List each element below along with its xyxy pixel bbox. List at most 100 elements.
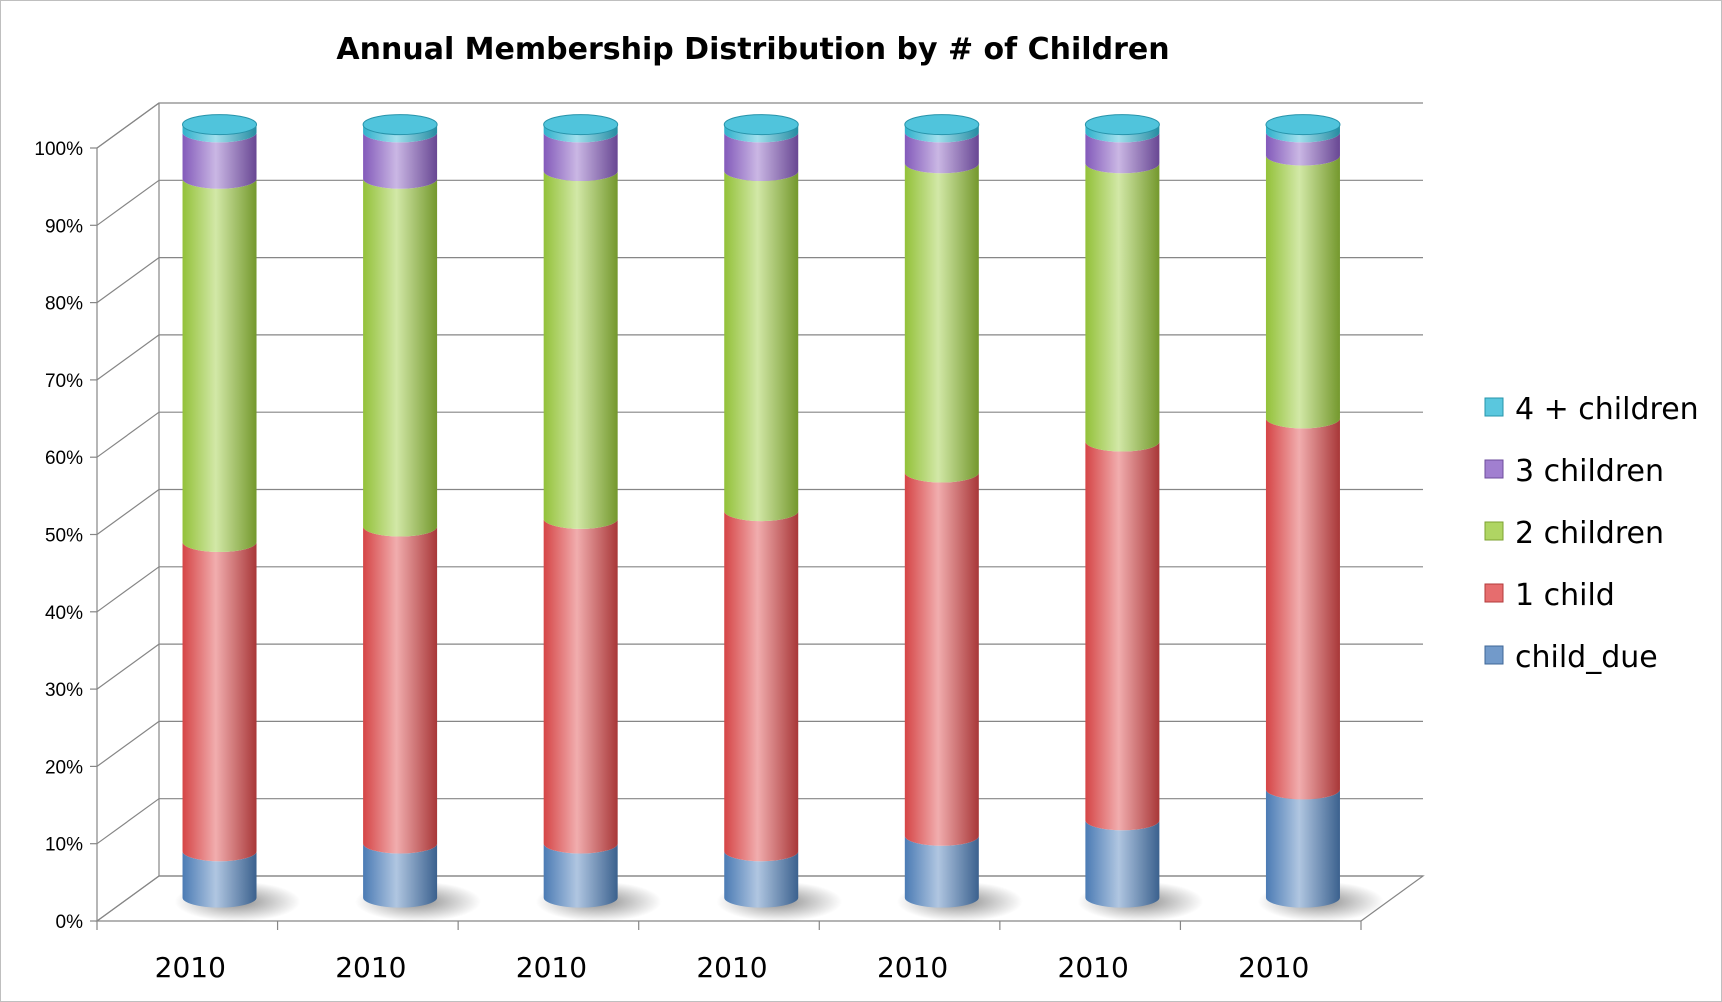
bar-stack xyxy=(174,114,301,922)
legend-swatch xyxy=(1484,521,1504,541)
bar-segment-3-children xyxy=(724,132,799,181)
bar-segment-3-children xyxy=(1265,132,1340,166)
y-tick-label: 100% xyxy=(34,139,83,160)
bar-segment-4-children xyxy=(363,124,438,143)
y-tick-label: 60% xyxy=(45,448,83,469)
bar-segment-2-children xyxy=(1265,155,1340,429)
bar-segment-1-child xyxy=(543,518,618,854)
legend-item: child_due xyxy=(1484,640,1658,675)
bar-segment-1-child xyxy=(1085,441,1160,831)
bar-segment-child-due xyxy=(904,835,979,908)
bar-segment-1-child xyxy=(1265,418,1340,800)
x-tick-label: 2010 xyxy=(155,951,226,984)
bar-segment-4-children xyxy=(904,124,979,143)
y-tick-label: 90% xyxy=(45,216,83,237)
bar-segment-1-child xyxy=(724,511,799,862)
bar-segment-4-children xyxy=(1265,124,1340,143)
gridline xyxy=(96,257,1423,304)
y-tick-label: 20% xyxy=(45,757,83,778)
bar-segment-4-children xyxy=(724,124,799,143)
legend-swatch xyxy=(1484,645,1504,665)
gridline xyxy=(96,798,1423,845)
x-tick-label: 2010 xyxy=(696,951,767,984)
gridline xyxy=(96,334,1423,381)
gridline xyxy=(96,411,1423,458)
legend-swatch xyxy=(1484,397,1504,417)
bar-segment-4-children xyxy=(182,124,257,143)
bar-top-cap xyxy=(362,114,438,136)
bar-segment-1-child xyxy=(363,526,438,854)
y-tick-label: 40% xyxy=(45,603,83,624)
bar-segment-2-children xyxy=(904,163,979,483)
bar-segment-2-children xyxy=(1085,163,1160,452)
bar-top-cap xyxy=(182,114,258,136)
x-tick-label: 2010 xyxy=(335,951,406,984)
gridline xyxy=(96,875,1423,922)
bar-top-cap xyxy=(543,114,619,136)
legend: 4 + children 3 children 2 children 1 child c… xyxy=(1484,392,1699,675)
bar-segment-child-due xyxy=(182,851,257,908)
bar-segment-1-child xyxy=(904,472,979,846)
bar-segment-2-children xyxy=(182,178,257,553)
x-tick-label: 2010 xyxy=(516,951,587,984)
bar-segment-3-children xyxy=(543,132,618,181)
x-tick-label: 2010 xyxy=(1058,951,1129,984)
bar-top-cap xyxy=(904,114,980,136)
bar-segment-2-children xyxy=(543,170,618,529)
legend-item: 2 children xyxy=(1484,516,1664,551)
x-axis-ticks: 2010 2010 2010 2010 2010 2010 2010 xyxy=(96,921,1362,984)
legend-label: 1 child xyxy=(1515,578,1615,613)
bar-stack xyxy=(716,114,843,922)
bar-segment-child-due xyxy=(724,851,799,908)
bar-segment-child-due xyxy=(1265,789,1340,908)
y-tick-label: 10% xyxy=(45,835,83,856)
bar-segment-3-children xyxy=(182,132,257,189)
bar-segment-3-children xyxy=(1085,132,1160,174)
bar-top-cap xyxy=(723,114,799,136)
bar-top-cap xyxy=(1265,114,1341,136)
bars xyxy=(174,114,1384,922)
bar-stack xyxy=(1258,114,1384,922)
legend-swatch xyxy=(1484,583,1504,603)
gridline xyxy=(96,179,1423,226)
legend-swatch xyxy=(1484,459,1504,479)
y-tick-label: 30% xyxy=(45,680,83,701)
legend-label: 4 + children xyxy=(1515,392,1699,427)
bar-stack xyxy=(1077,114,1204,922)
bar-segment-4-children xyxy=(543,124,618,143)
x-tick-label: 2010 xyxy=(1238,951,1309,984)
gridline xyxy=(96,488,1423,535)
gridline xyxy=(96,720,1423,767)
legend-item: 4 + children xyxy=(1484,392,1699,427)
bar-stack xyxy=(535,114,662,922)
bar-segment-2-children xyxy=(363,178,438,537)
bar-segment-child-due xyxy=(543,843,618,908)
gridline xyxy=(96,566,1423,613)
bar-segment-1-child xyxy=(182,542,257,862)
x-tick-label: 2010 xyxy=(877,951,948,984)
bar-segment-3-children xyxy=(363,132,438,189)
legend-label: child_due xyxy=(1515,640,1658,675)
gridlines xyxy=(96,102,1423,922)
bar-stack xyxy=(355,114,481,922)
legend-item: 1 child xyxy=(1484,578,1615,613)
bar-segment-3-children xyxy=(904,132,979,174)
legend-item: 3 children xyxy=(1484,454,1664,489)
bar-segment-child-due xyxy=(363,843,438,908)
y-tick-label: 50% xyxy=(45,526,83,547)
bar-top-cap xyxy=(1084,114,1160,136)
y-tick-label: 70% xyxy=(45,371,83,392)
bar-stack xyxy=(896,114,1023,922)
bar-segment-2-children xyxy=(724,170,799,522)
bar-segment-4-children xyxy=(1085,124,1160,143)
y-tick-label: 0% xyxy=(56,912,84,933)
gridline xyxy=(96,102,1423,149)
legend-label: 3 children xyxy=(1515,454,1664,489)
bar-segment-child-due xyxy=(1085,820,1160,908)
gridline xyxy=(96,643,1423,690)
legend-label: 2 children xyxy=(1515,516,1664,551)
y-tick-label: 80% xyxy=(45,294,83,315)
y-axis-ticks: 0% 10% 20% 30% 40% 50% 60% 70% 80% 90% 100% xyxy=(34,139,97,933)
